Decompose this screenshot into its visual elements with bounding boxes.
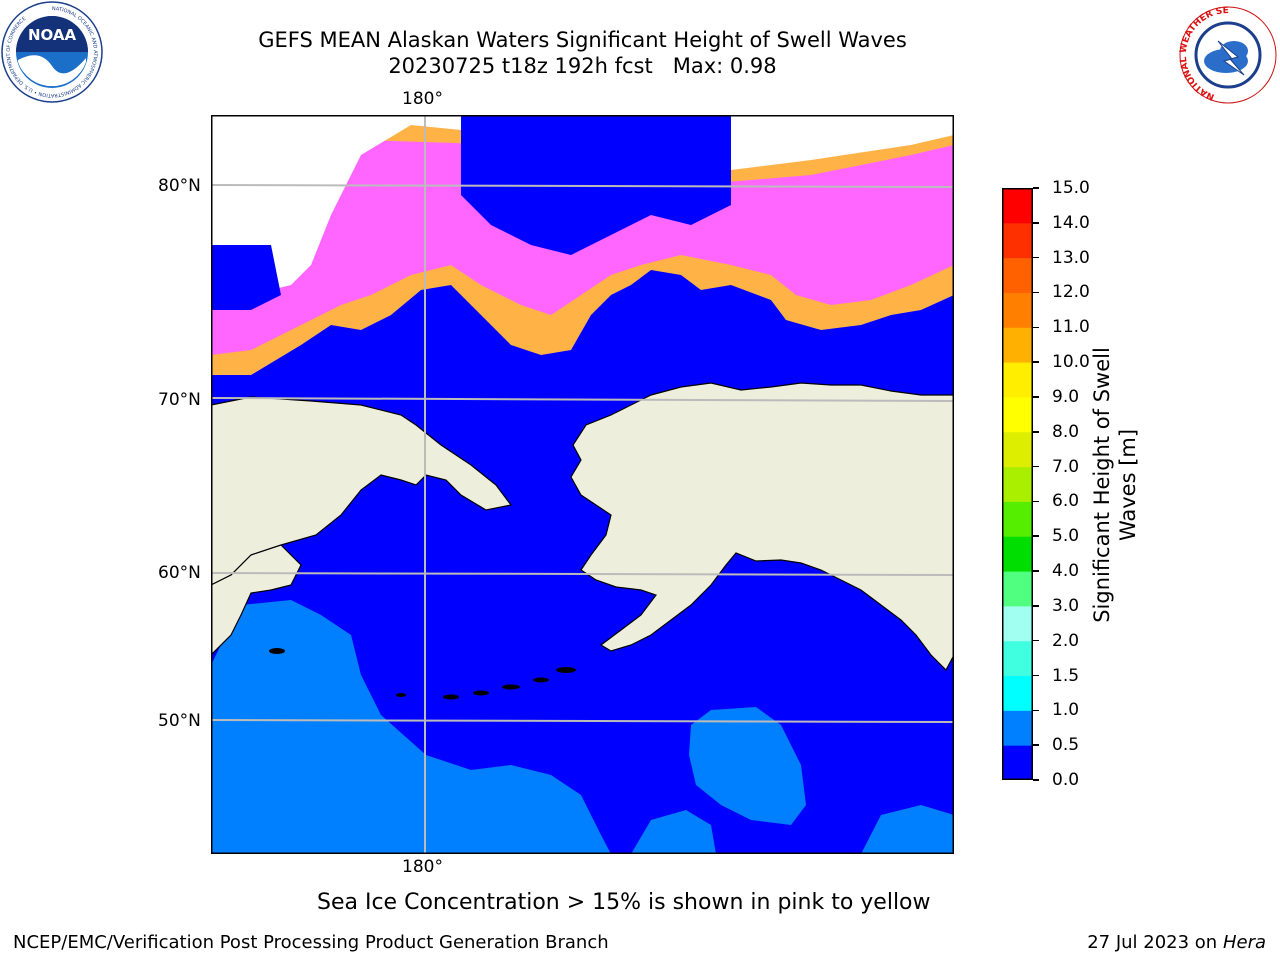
colorbar-tick-label: 8.0 bbox=[1052, 421, 1080, 442]
colorbar-tick-mark bbox=[1033, 709, 1039, 712]
colorbar bbox=[1002, 188, 1033, 780]
colorbar-tick-mark bbox=[1033, 744, 1039, 746]
colorbar-tick-label: 0.0 bbox=[1052, 770, 1080, 790]
colorbar-tick-label: 12.0 bbox=[1052, 282, 1090, 303]
colorbar-tick-mark bbox=[1033, 222, 1039, 224]
date-stamp: 27 Jul 2023 on Hera bbox=[1087, 932, 1266, 953]
swell-region-west bbox=[211, 600, 611, 854]
colorbar-tick-mark bbox=[1033, 570, 1039, 572]
colorbar-segment bbox=[1002, 640, 1033, 677]
credit-line: NCEP/EMC/Verification Post Processing Pr… bbox=[13, 932, 609, 953]
land-alaska bbox=[570, 382, 954, 671]
colorbar-tick-label: 7.0 bbox=[1052, 456, 1080, 477]
colorbar-tick-mark bbox=[1033, 535, 1039, 537]
colorbar-tick-label: 4.0 bbox=[1052, 561, 1080, 582]
ice-white-region bbox=[211, 115, 954, 295]
open-water-pocket bbox=[211, 245, 281, 310]
swell-region-east bbox=[689, 707, 806, 825]
colorbar-tick-label: 5.0 bbox=[1052, 526, 1080, 547]
colorbar-segment bbox=[1002, 222, 1033, 259]
parallel-80N bbox=[211, 184, 954, 188]
colorbar-segment bbox=[1002, 675, 1033, 711]
colorbar-tick-mark bbox=[1033, 431, 1039, 433]
colorbar-tick-label: 13.0 bbox=[1052, 247, 1090, 268]
lat-label-60: 60°N bbox=[158, 563, 201, 583]
colorbar-segment bbox=[1002, 571, 1033, 607]
lat-label-50: 50°N bbox=[158, 711, 201, 731]
aleutian-islands bbox=[269, 648, 576, 700]
machine-name: Hera bbox=[1222, 932, 1266, 953]
graticule bbox=[211, 115, 954, 854]
colorbar-tick-label: 0.5 bbox=[1052, 735, 1080, 756]
parallel-70N bbox=[211, 397, 954, 402]
date-text: 27 Jul 2023 on bbox=[1087, 932, 1223, 953]
swell-region-southeast bbox=[861, 805, 954, 854]
lat-label-70: 70°N bbox=[158, 390, 201, 410]
colorbar-tick-mark bbox=[1033, 291, 1039, 294]
colorbar-tick-mark bbox=[1033, 465, 1039, 468]
chart-subtitle: 20230725 t18z 192h fcst Max: 0.98 bbox=[388, 54, 777, 78]
parallel-50N bbox=[211, 719, 954, 723]
colorbar-tick-label: 14.0 bbox=[1052, 212, 1090, 233]
lon-label-bottom: 180° bbox=[402, 857, 443, 877]
colorbar-segment bbox=[1002, 501, 1033, 537]
colorbar-label: Significant Height of Swell Waves [m] bbox=[1090, 347, 1140, 623]
noaa-logo-icon: NOAA NATIONAL OCEANIC AND ATMOSPHERIC AD… bbox=[1, 1, 103, 103]
parallel-60N bbox=[211, 572, 954, 576]
colorbar-segment bbox=[1002, 745, 1033, 780]
swell-region-south bbox=[631, 810, 716, 854]
chart-title: GEFS MEAN Alaskan Waters Significant Hei… bbox=[258, 28, 907, 52]
colorbar-segment bbox=[1002, 536, 1033, 572]
colorbar-tick-label: 9.0 bbox=[1052, 386, 1080, 407]
colorbar-tick-mark bbox=[1033, 256, 1039, 259]
colorbar-tick-mark bbox=[1033, 500, 1039, 503]
colorbar-segment bbox=[1002, 605, 1033, 642]
noaa-logo-text: NOAA bbox=[28, 26, 77, 44]
colorbar-segment bbox=[1002, 710, 1033, 746]
colorbar-segment bbox=[1002, 362, 1033, 398]
colorbar-tick-mark bbox=[1033, 187, 1039, 189]
lon-label-top: 180° bbox=[402, 89, 443, 109]
colorbar-segment bbox=[1002, 466, 1033, 502]
colorbar-segment bbox=[1002, 396, 1033, 433]
colorbar-tick-mark bbox=[1033, 361, 1039, 363]
colorbar-tick-label: 15.0 bbox=[1052, 178, 1090, 198]
sea-ice-note: Sea Ice Concentration > 15% is shown in … bbox=[317, 890, 931, 915]
colorbar-tick-label: 2.0 bbox=[1052, 630, 1080, 651]
colorbar-tick-label: 11.0 bbox=[1052, 317, 1090, 338]
colorbar-tick-mark bbox=[1033, 674, 1039, 677]
colorbar-tick-mark bbox=[1033, 639, 1039, 642]
colorbar-frame bbox=[1002, 188, 1033, 780]
colorbar-segment bbox=[1002, 327, 1033, 363]
colorbar-tick-label: 6.0 bbox=[1052, 491, 1080, 512]
colorbar-tick-mark bbox=[1033, 396, 1039, 398]
colorbar-tick-label: 10.0 bbox=[1052, 352, 1090, 373]
colorbar-segment bbox=[1002, 431, 1033, 468]
open-water-arctic bbox=[461, 115, 731, 255]
colorbar-tick-label: 1.0 bbox=[1052, 700, 1080, 721]
colorbar-segment bbox=[1002, 257, 1033, 293]
colorbar-tick-mark bbox=[1033, 779, 1039, 781]
map-plot bbox=[211, 115, 954, 854]
nws-logo-icon: NATIONAL WEATHER SERVICE bbox=[1178, 5, 1277, 104]
colorbar-tick-label: 3.0 bbox=[1052, 595, 1080, 616]
colorbar-segment bbox=[1002, 292, 1033, 328]
lat-label-80: 80°N bbox=[158, 176, 201, 196]
map-frame bbox=[211, 115, 954, 854]
colorbar-tick-mark bbox=[1033, 605, 1039, 607]
colorbar-tick-label: 1.5 bbox=[1052, 665, 1080, 686]
colorbar-tick-mark bbox=[1033, 326, 1039, 329]
colorbar-segment bbox=[1002, 188, 1033, 224]
